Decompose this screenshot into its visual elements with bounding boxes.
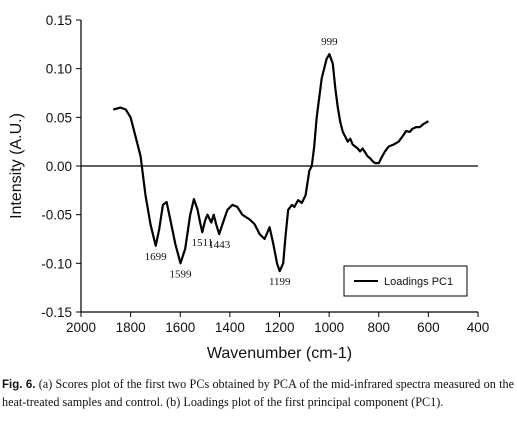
peak-label-999: 999: [321, 36, 338, 48]
figure-caption: Fig. 6. (a) Scores plot of the first two…: [2, 376, 514, 411]
x-tick-label: 2000: [66, 320, 96, 335]
x-tick-label: 1600: [165, 320, 195, 335]
x-tick-label: 1400: [215, 320, 245, 335]
x-tick-label: 1200: [264, 320, 294, 335]
x-tick-label: 800: [367, 320, 390, 335]
y-tick-label: -0.10: [41, 256, 72, 271]
caption-text: (a) Scores plot of the first two PCs obt…: [2, 377, 514, 409]
y-tick-label: 0.15: [46, 13, 72, 28]
y-tick-label: 0.05: [46, 110, 72, 125]
x-tick-label: 1000: [314, 320, 344, 335]
x-tick-label: 1800: [116, 320, 146, 335]
y-tick-label: 0.00: [46, 159, 72, 174]
x-tick-label: 400: [467, 320, 490, 335]
x-tick-label: 600: [417, 320, 440, 335]
x-axis-title: Wavenumber (cm-1): [207, 345, 352, 362]
peak-label-1199: 1199: [269, 276, 291, 288]
y-tick-label: -0.15: [41, 305, 72, 320]
series-line-loadings-pc1: [113, 53, 429, 273]
y-tick-label: 0.10: [46, 62, 72, 77]
caption-label: Fig. 6.: [2, 379, 36, 391]
peak-label-1443: 1443: [208, 239, 231, 251]
y-axis-title: Intensity (A.U.): [8, 113, 25, 219]
peak-label-1599: 1599: [169, 268, 192, 280]
y-tick-label: -0.05: [41, 208, 72, 223]
legend-entry: Loadings PC1: [384, 276, 453, 288]
peak-label-1511: 1511: [192, 237, 214, 249]
peak-label-1699: 1699: [145, 251, 168, 263]
